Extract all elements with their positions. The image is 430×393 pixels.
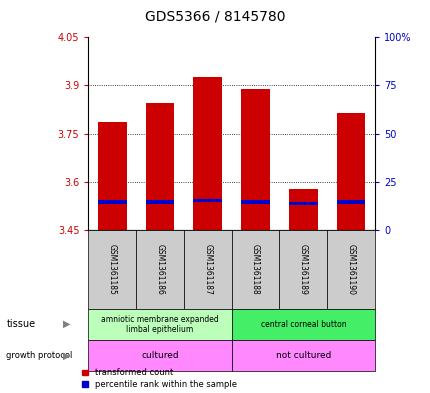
Text: GSM1361185: GSM1361185 [108,244,117,295]
Text: GDS5366 / 8145780: GDS5366 / 8145780 [145,10,285,24]
Text: growth protocol: growth protocol [6,351,73,360]
Bar [336,200,365,204]
Text: not cultured: not cultured [275,351,330,360]
Bar [193,77,221,230]
Text: ▶: ▶ [63,351,71,361]
Bar [336,113,365,230]
Bar [98,122,126,230]
Text: cultured: cultured [141,351,178,360]
Legend: transformed count, percentile rank within the sample: transformed count, percentile rank withi… [82,368,236,389]
Bar [241,89,269,230]
Text: GSM1361189: GSM1361189 [298,244,307,295]
Bar [98,200,126,204]
Bar [193,199,221,202]
Text: GSM1361190: GSM1361190 [346,244,355,295]
Text: central corneal button: central corneal button [260,320,345,329]
Bar [145,103,174,230]
Bar [145,200,174,204]
Bar [289,189,317,230]
Text: tissue: tissue [6,319,36,329]
Text: GSM1361188: GSM1361188 [250,244,259,295]
Text: ▶: ▶ [63,319,71,329]
Text: GSM1361187: GSM1361187 [203,244,212,295]
Bar [289,202,317,205]
Text: GSM1361186: GSM1361186 [155,244,164,295]
Bar [241,200,269,204]
Text: amniotic membrane expanded
limbal epithelium: amniotic membrane expanded limbal epithe… [101,314,218,334]
